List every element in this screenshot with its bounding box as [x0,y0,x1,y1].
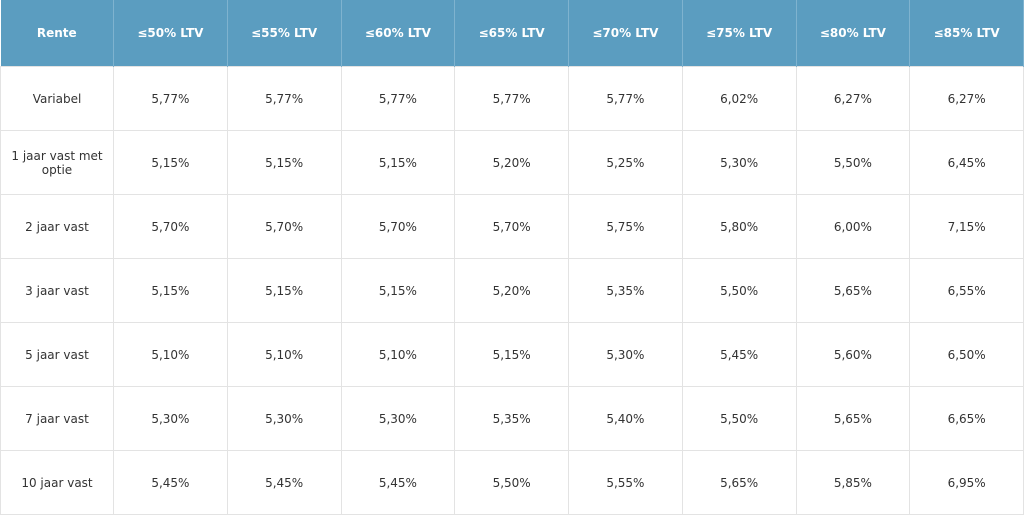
rate-cell: 5,20% [454,130,569,195]
rate-cell: 5,15% [340,258,456,323]
rate-cell: 5,15% [113,258,228,323]
header-cell: ≤65% LTV [454,0,569,67]
header-cell: ≤80% LTV [796,0,911,67]
rate-cell: 6,50% [909,322,1024,387]
rate-cell: 5,45% [226,450,342,515]
rate-cell: 5,45% [681,322,797,387]
rate-cell: 5,77% [568,66,683,131]
rate-cell: 5,50% [681,386,797,451]
rate-cell: 5,77% [113,66,228,131]
row-label: 5 jaar vast [0,322,114,387]
rate-cell: 5,77% [454,66,569,131]
table-row: 2 jaar vast 5,70% 5,70% 5,70% 5,70% 5,75% 5,80… [0,194,1024,259]
row-label: 10 jaar vast [0,450,114,515]
rate-cell: 5,77% [226,66,342,131]
table-row: 7 jaar vast 5,30% 5,30% 5,30% 5,35% 5,40% 5,50… [0,386,1024,451]
rate-cell: 5,35% [454,386,569,451]
rate-cell: 6,65% [909,386,1024,451]
rate-cell: 5,50% [681,258,797,323]
rate-cell: 5,15% [454,322,569,387]
row-label: 3 jaar vast [0,258,114,323]
table-row: 5 jaar vast 5,10% 5,10% 5,10% 5,15% 5,30% 5,45… [0,322,1024,387]
rate-cell: 6,00% [795,194,911,259]
header-cell: ≤55% LTV [227,0,342,67]
rate-cell: 5,80% [681,194,797,259]
row-label: Variabel [0,66,114,131]
header-row: Rente ≤50% LTV ≤55% LTV ≤60% LTV ≤65% LTV ≤70… [0,0,1024,67]
rate-cell: 5,10% [226,322,342,387]
rate-cell: 5,70% [454,194,569,259]
rate-cell: 5,30% [340,386,456,451]
rate-cell: 5,30% [568,322,683,387]
rate-cell: 5,20% [454,258,569,323]
rate-cell: 5,45% [340,450,456,515]
header-cell: ≤70% LTV [568,0,683,67]
rate-cell: 6,02% [681,66,797,131]
rate-cell: 5,70% [226,194,342,259]
rate-cell: 5,10% [340,322,456,387]
rate-cell: 5,65% [795,258,911,323]
rate-cell: 5,60% [795,322,911,387]
rate-cell: 5,35% [568,258,683,323]
rate-cell: 5,70% [340,194,456,259]
table-body: Variabel 5,77% 5,77% 5,77% 5,77% 5,77% 6,02% 6,… [0,66,1024,515]
header-cell: Rente [0,0,114,67]
rate-cell: 5,45% [113,450,228,515]
rate-cell: 5,15% [226,130,342,195]
rate-cell: 5,55% [568,450,683,515]
rate-cell: 5,50% [454,450,569,515]
rate-cell: 5,85% [795,450,911,515]
table-row: 1 jaar vast met optie 5,15% 5,15% 5,15% 5,20… [0,130,1024,195]
header-cell: ≤85% LTV [909,0,1024,67]
header-cell: ≤75% LTV [682,0,797,67]
rate-cell: 5,40% [568,386,683,451]
rate-cell: 5,15% [340,130,456,195]
rate-cell: 6,27% [909,66,1024,131]
rate-cell: 6,27% [795,66,911,131]
rate-cell: 5,30% [681,130,797,195]
row-label: 7 jaar vast [0,386,114,451]
rate-cell: 5,10% [113,322,228,387]
rate-cell: 5,77% [340,66,456,131]
rate-cell: 6,45% [909,130,1024,195]
rate-cell: 5,65% [795,386,911,451]
rate-cell: 5,65% [681,450,797,515]
rate-cell: 6,55% [909,258,1024,323]
row-label: 1 jaar vast met optie [0,130,114,195]
rate-cell: 6,95% [909,450,1024,515]
header-cell: ≤50% LTV [113,0,228,67]
rate-cell: 5,15% [226,258,342,323]
rate-cell: 5,70% [113,194,228,259]
rate-cell: 5,75% [568,194,683,259]
rate-cell: 5,15% [113,130,228,195]
rate-cell: 5,30% [113,386,228,451]
table-row: 10 jaar vast 5,45% 5,45% 5,45% 5,50% 5,55% 5,6… [0,450,1024,515]
table-row: 3 jaar vast 5,15% 5,15% 5,15% 5,20% 5,35% 5,50… [0,258,1024,323]
table-row: Variabel 5,77% 5,77% 5,77% 5,77% 5,77% 6,02% 6,… [0,66,1024,131]
row-label: 2 jaar vast [0,194,114,259]
rate-cell: 7,15% [909,194,1024,259]
header-cell: ≤60% LTV [341,0,456,67]
rate-cell: 5,50% [795,130,911,195]
rate-cell: 5,25% [568,130,683,195]
rate-cell: 5,30% [226,386,342,451]
